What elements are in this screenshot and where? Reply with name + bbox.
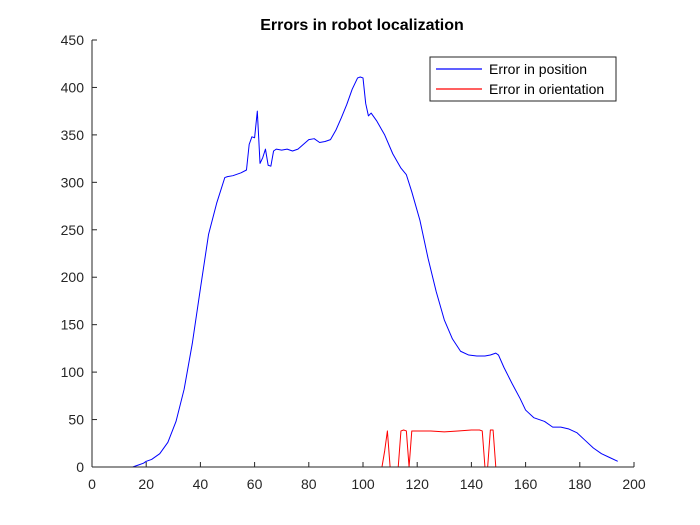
y-tick-label: 250 xyxy=(61,222,85,238)
y-tick-label: 0 xyxy=(76,459,84,475)
legend-label-error-in-orientation: Error in orientation xyxy=(489,81,604,97)
x-tick-label: 120 xyxy=(406,476,430,492)
legend: Error in position Error in orientation xyxy=(429,56,617,102)
series-line-error-in-position xyxy=(94,76,618,468)
y-tick-label: 300 xyxy=(61,174,85,190)
y-tick-label: 50 xyxy=(68,412,84,428)
x-tick-label: 140 xyxy=(460,476,484,492)
axes: 0 20 40 60 80 100 120 140 160 180 200 0 50 100 150 200… xyxy=(61,32,646,492)
x-tick-label: 20 xyxy=(138,476,154,492)
y-axis-ticks: 0 50 100 150 200 250 300 350 400 450 xyxy=(61,32,97,475)
legend-box xyxy=(429,56,617,102)
axes-background xyxy=(92,40,634,467)
plot-area xyxy=(92,40,634,467)
y-tick-label: 400 xyxy=(61,79,85,95)
x-axis-ticks: 0 20 40 60 80 100 120 140 160 180 200 xyxy=(88,462,646,492)
y-tick-label: 150 xyxy=(61,317,85,333)
y-tick-label: 450 xyxy=(61,32,85,48)
x-tick-label: 100 xyxy=(351,476,375,492)
y-tick-label: 100 xyxy=(61,364,85,380)
x-tick-label: 60 xyxy=(247,476,263,492)
x-tick-label: 160 xyxy=(514,476,538,492)
x-tick-label: 80 xyxy=(301,476,317,492)
x-tick-label: 0 xyxy=(88,476,96,492)
legend-label-error-in-position: Error in position xyxy=(489,61,587,77)
x-tick-label: 40 xyxy=(193,476,209,492)
y-tick-label: 200 xyxy=(61,269,85,285)
x-tick-label: 180 xyxy=(568,476,592,492)
x-tick-label: 200 xyxy=(622,476,646,492)
chart-title: Errors in robot localization xyxy=(260,17,464,34)
y-tick-label: 350 xyxy=(61,127,85,143)
